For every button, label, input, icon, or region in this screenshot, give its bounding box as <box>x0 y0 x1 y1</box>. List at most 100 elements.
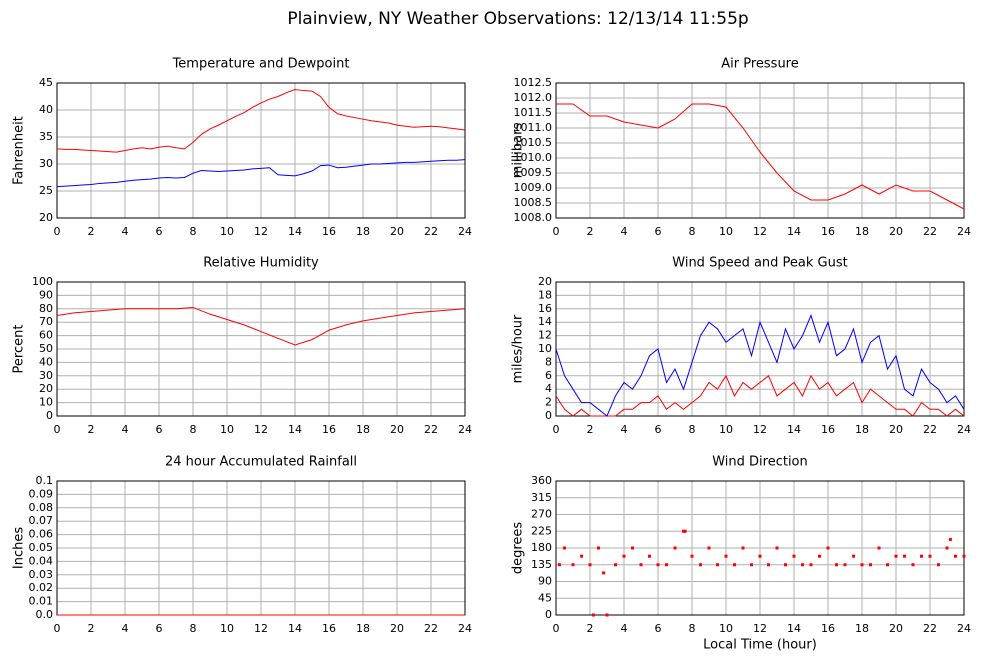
data-line <box>555 374 965 417</box>
y-tick-label: 20 <box>39 211 53 224</box>
data-line <box>556 103 965 210</box>
y-tick-label: 1009.5 <box>514 166 553 179</box>
x-tick-label: 8 <box>689 622 696 635</box>
data-point <box>877 546 881 550</box>
x-tick-label: 6 <box>156 622 163 635</box>
y-tick-label: 18 <box>538 288 552 301</box>
x-tick-label: 0 <box>54 225 61 238</box>
x-tick-label: 20 <box>889 622 903 635</box>
x-tick-label: 8 <box>689 423 696 436</box>
y-tick-label: 0.02 <box>29 581 54 594</box>
data-point <box>673 546 677 550</box>
x-tick-label: 8 <box>190 423 197 436</box>
x-tick-label: 4 <box>122 225 129 238</box>
y-tick-label: 315 <box>531 491 552 504</box>
x-tick-label: 18 <box>356 225 370 238</box>
x-tick-label: 22 <box>923 225 937 238</box>
y-tick-label: 0.1 <box>36 474 54 487</box>
x-tick-label: 14 <box>787 423 801 436</box>
data-point <box>911 563 915 567</box>
data-point <box>869 563 872 567</box>
x-tick-label: 22 <box>923 423 937 436</box>
y-tick-label: 0.04 <box>29 554 54 567</box>
y-tick-label: 1008.0 <box>514 211 553 224</box>
x-tick-label: 6 <box>655 225 662 238</box>
chart-title: Air Pressure <box>721 57 799 72</box>
plot-frame <box>555 82 965 219</box>
x-tick-label: 2 <box>587 423 594 436</box>
y-tick-label: 90 <box>39 288 53 301</box>
x-tick-label: 16 <box>322 622 336 635</box>
x-tick-label: 24 <box>458 423 472 436</box>
y-tick-label: 0 <box>545 608 552 621</box>
y-axis-label: Inches <box>12 527 27 569</box>
x-tick-label: 6 <box>156 423 163 436</box>
x-tick-label: 18 <box>855 622 869 635</box>
x-tick-label: 12 <box>254 423 268 436</box>
x-tick-label: 10 <box>220 423 234 436</box>
x-tick-label: 24 <box>957 423 971 436</box>
x-tick-label: 18 <box>356 423 370 436</box>
y-tick-label: 0.08 <box>29 501 54 514</box>
y-tick-label: 4 <box>545 382 552 395</box>
y-tick-label: 180 <box>531 541 552 554</box>
y-tick-label: 1012.0 <box>514 91 553 104</box>
x-axis-label: Local Time (hour) <box>703 638 817 653</box>
x-tick-label: 12 <box>753 225 767 238</box>
data-point <box>665 563 668 567</box>
y-tick-label: 30 <box>39 157 53 170</box>
data-line <box>555 314 965 417</box>
y-tick-label: 0.0 <box>36 608 54 621</box>
data-point <box>843 563 847 567</box>
x-tick-label: 24 <box>458 225 472 238</box>
data-point <box>826 546 830 550</box>
data-line <box>56 306 466 346</box>
x-tick-label: 24 <box>458 622 472 635</box>
y-tick-label: 30 <box>39 369 53 382</box>
y-tick-label: 8 <box>545 355 552 368</box>
data-point <box>852 554 855 558</box>
y-tick-label: 25 <box>39 184 53 197</box>
y-tick-label: 40 <box>39 103 53 116</box>
x-tick-label: 10 <box>719 622 733 635</box>
x-tick-label: 20 <box>390 423 404 436</box>
data-point <box>954 554 957 558</box>
x-tick-label: 6 <box>655 423 662 436</box>
x-tick-label: 8 <box>689 225 696 238</box>
x-tick-label: 24 <box>957 225 971 238</box>
x-tick-label: 6 <box>655 622 662 635</box>
chart-title: Wind Direction <box>712 455 808 470</box>
y-tick-label: 0.05 <box>29 541 54 554</box>
x-tick-label: 2 <box>587 225 594 238</box>
x-tick-label: 4 <box>122 423 129 436</box>
data-point <box>724 554 728 558</box>
y-tick-label: 1008.5 <box>514 196 553 209</box>
x-tick-label: 2 <box>587 622 594 635</box>
x-tick-label: 0 <box>54 423 61 436</box>
y-tick-label: 0 <box>545 409 552 422</box>
data-point <box>707 546 711 550</box>
y-tick-label: 20 <box>39 382 53 395</box>
x-tick-label: 10 <box>719 225 733 238</box>
data-point <box>631 546 634 550</box>
x-tick-label: 16 <box>821 622 835 635</box>
plot-frame <box>555 480 965 616</box>
data-point <box>591 613 595 617</box>
data-point <box>945 546 949 550</box>
y-tick-label: 0.06 <box>29 528 54 541</box>
y-tick-label: 1012.5 <box>514 76 553 89</box>
data-point <box>580 554 583 558</box>
y-tick-label: 100 <box>32 275 53 288</box>
data-point <box>648 554 651 558</box>
data-point <box>784 563 787 567</box>
chart-title: 24 hour Accumulated Rainfall <box>165 455 357 470</box>
data-point <box>758 554 762 558</box>
data-point <box>792 554 796 558</box>
y-tick-label: 35 <box>39 130 53 143</box>
y-tick-label: 10 <box>39 396 53 409</box>
y-tick-label: 16 <box>538 302 552 315</box>
data-point <box>948 537 952 541</box>
data-point <box>656 563 660 567</box>
x-tick-label: 22 <box>923 622 937 635</box>
data-point <box>602 571 606 575</box>
